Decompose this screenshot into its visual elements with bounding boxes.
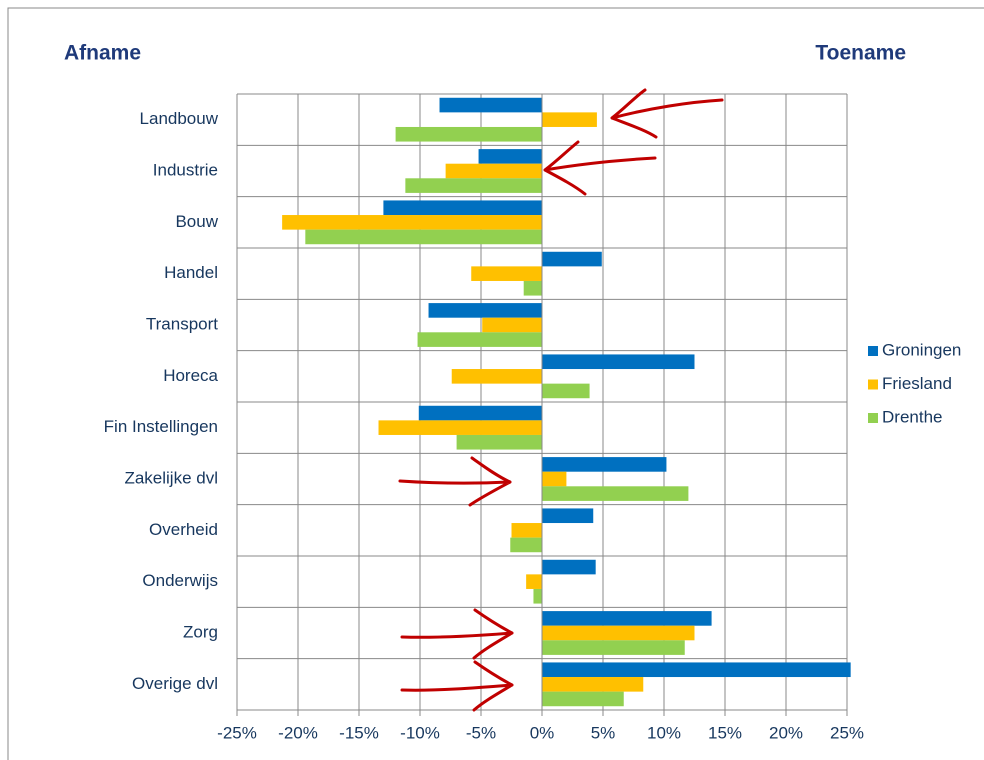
y-tick-label: Transport: [146, 314, 218, 333]
bar: [542, 611, 712, 626]
arrow: [398, 456, 512, 507]
legend-label: Drenthe: [882, 407, 942, 426]
bar: [542, 559, 596, 575]
x-tick-label: 10%: [647, 723, 681, 742]
bar: [451, 369, 542, 384]
bar: [439, 97, 542, 113]
annotation: Toename: [815, 42, 906, 65]
annotation: Afname: [64, 42, 141, 65]
bar: [305, 229, 542, 245]
arrow: [400, 660, 514, 712]
bar: [542, 112, 597, 127]
arrow: [610, 88, 724, 139]
x-tick-label: -5%: [466, 723, 496, 742]
bar: [378, 420, 542, 435]
bar: [428, 303, 542, 318]
legend-swatch: [868, 379, 878, 390]
bar: [418, 405, 542, 421]
y-tick-label: Fin Instellingen: [104, 417, 218, 436]
bar: [542, 640, 685, 655]
bar: [542, 486, 689, 501]
x-tick-label: 20%: [769, 723, 803, 742]
x-tick-label: 0%: [530, 723, 555, 742]
y-tick-label: Onderwijs: [142, 571, 218, 590]
y-tick-label: Handel: [164, 263, 218, 282]
bar: [405, 178, 542, 193]
y-tick-label: Industrie: [153, 160, 218, 179]
y-tick-label: Overige dvl: [132, 674, 218, 693]
arrow: [400, 608, 514, 660]
bar: [542, 625, 695, 641]
bar: [526, 574, 542, 589]
x-tick-label: 25%: [830, 723, 864, 742]
legend-label: Friesland: [882, 374, 952, 393]
bar: [542, 471, 567, 487]
y-tick-label: Landbouw: [140, 109, 219, 128]
bar: [542, 383, 590, 399]
frame: [7, 7, 984, 760]
y-tick-label: Zakelijke dvl: [124, 468, 218, 487]
x-tick-label: -25%: [217, 723, 257, 742]
legend-label: Groningen: [882, 340, 961, 359]
bar: [383, 200, 542, 216]
bar: [511, 523, 542, 538]
x-tick-label: -20%: [278, 723, 318, 742]
bar: [395, 126, 542, 142]
y-tick-label: Zorg: [183, 622, 218, 641]
bar: [471, 266, 542, 281]
bar: [282, 215, 542, 230]
bar: [523, 280, 542, 296]
arrows: [398, 88, 724, 712]
bar: [542, 457, 667, 472]
x-tick-label: -15%: [339, 723, 379, 742]
legend-swatch: [868, 346, 878, 356]
bar: [456, 434, 542, 450]
y-tick-label: Overheid: [149, 520, 218, 539]
y-tick-label: Bouw: [175, 212, 218, 231]
bar: [542, 691, 624, 707]
x-tick-label: -10%: [400, 723, 440, 742]
bar: [542, 508, 594, 524]
legend-swatch: [868, 413, 878, 423]
bar: [417, 332, 542, 347]
bar: [533, 588, 542, 604]
bar: [542, 662, 851, 678]
y-tick-label: Horeca: [163, 366, 218, 385]
x-tick-label: 15%: [708, 723, 742, 742]
bar: [542, 354, 695, 370]
bar: [445, 163, 542, 179]
arrow: [543, 140, 657, 196]
bar: [482, 317, 542, 333]
bar: [542, 677, 644, 692]
x-tick-label: 5%: [591, 723, 616, 742]
bar: [478, 149, 542, 164]
bar: [542, 251, 602, 267]
bar: [510, 537, 542, 553]
